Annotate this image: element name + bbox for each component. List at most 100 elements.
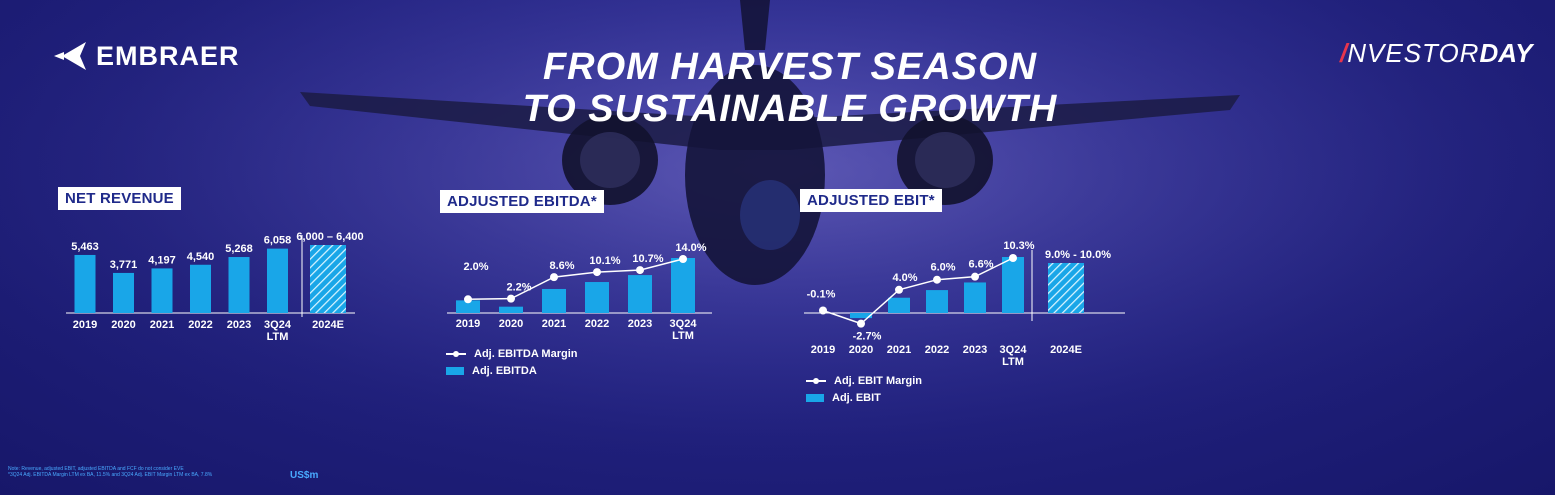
ebitda-margin-label: 2.0% — [463, 261, 488, 273]
ebit-bar — [964, 282, 986, 313]
net-revenue-value-label: 5,463 — [71, 241, 99, 253]
ebitda-bar — [628, 275, 652, 313]
ebitda-bar — [542, 288, 566, 313]
net-revenue-bar — [113, 272, 134, 313]
ebit-margin-label: 6.0% — [930, 262, 955, 274]
net-revenue-bar — [267, 248, 288, 313]
ebit-margin-line — [822, 257, 1014, 325]
ebitda-margin-point — [464, 295, 472, 304]
ebitda-category-label: 2019 — [456, 318, 480, 330]
investor-day-logo: /NVESTORDAY — [1340, 38, 1532, 69]
net-revenue-value-label: 5,268 — [225, 243, 253, 255]
ebit-category-label: 2022 — [925, 344, 949, 356]
ebit-bar — [888, 297, 910, 313]
legend-label: Adj. EBIT Margin — [834, 375, 922, 387]
ebit-forecast-bar — [1048, 263, 1084, 313]
ebitda-margin-point — [593, 268, 601, 277]
ebit-margin-point — [933, 275, 941, 284]
ebit-margin-label: -0.1% — [807, 289, 836, 301]
ebit-forecast-label: 9.0% - 10.0% — [1045, 249, 1111, 261]
net-revenue-value-label: 3,771 — [110, 259, 138, 271]
net-revenue-value-label: 4,540 — [187, 251, 215, 263]
embraer-arrow-icon — [54, 42, 86, 70]
ebitda-margin-label: 10.1% — [589, 255, 620, 267]
brand-name: EMBRAER — [96, 40, 240, 71]
ebit-category-label: 2023 — [963, 344, 987, 356]
ebitda-category-label-line2: LTM — [672, 330, 694, 342]
net-revenue-value-label: 4,197 — [148, 254, 176, 266]
net-revenue-bar — [74, 254, 96, 313]
ebit-margin-label: 4.0% — [892, 272, 917, 284]
net-revenue-value-label: 6,058 — [264, 235, 292, 247]
line-marker-icon — [806, 378, 826, 384]
net-revenue-title: NET REVENUE — [58, 187, 181, 210]
ebitda-category-label: 2021 — [542, 318, 566, 330]
footnote: Note: Revenue, adjusted EBIT, adjusted E… — [8, 466, 212, 478]
ebitda-category-label: 2020 — [499, 318, 523, 330]
ebitda-legend-margin: Adj. EBITDA Margin — [446, 348, 577, 360]
ebit-bar — [926, 290, 948, 313]
ebit-margin-point — [819, 306, 827, 315]
ebitda-category-label: 3Q24 — [670, 318, 698, 330]
headline-line-1: FROM HARVEST SEASON — [542, 46, 1038, 88]
net-revenue-category-label: 2020 — [111, 319, 135, 331]
net-revenue-category-label: 2019 — [73, 319, 97, 331]
ebitda-margin-label: 10.7% — [632, 253, 663, 265]
legend-label: Adj. EBIT — [832, 392, 881, 404]
ebit-legend-margin: Adj. EBIT Margin — [806, 375, 922, 387]
ebitda-margin-point — [507, 294, 515, 303]
legend-label: Adj. EBITDA Margin — [474, 348, 578, 360]
bar-marker-icon — [446, 367, 464, 375]
ebitda-category-label: 2023 — [628, 318, 652, 330]
net-revenue-category-label-line2: LTM — [267, 331, 289, 343]
line-marker-icon — [446, 351, 466, 357]
net-revenue-forecast-bar — [310, 245, 346, 313]
ebitda-legend-bar: Adj. EBITDA — [446, 365, 537, 377]
net-revenue-bar — [228, 257, 250, 313]
page-headline: FROM HARVEST SEASON TO SUSTAINABLE GROWT… — [480, 46, 1100, 130]
ebit-category-label: 3Q24 — [1000, 344, 1028, 356]
net-revenue-category-label: 2022 — [188, 319, 212, 331]
ebitda-margin-label: 8.6% — [549, 260, 574, 272]
ebitda-bar — [585, 282, 609, 313]
ebitda-margin-label: 2.2% — [506, 282, 531, 294]
currency-unit: US$m — [290, 470, 319, 481]
ebit-legend-bar: Adj. EBIT — [806, 392, 881, 404]
net-revenue-category-label: 2021 — [150, 319, 174, 331]
ebit-margin-point — [1009, 254, 1017, 262]
net-revenue-bar — [190, 264, 211, 313]
ebit-margin-label: 6.6% — [968, 259, 993, 271]
ebitda-bar — [499, 306, 523, 313]
adjusted-ebit-title: ADJUSTED EBIT* — [800, 189, 942, 212]
ebit-margin-label: 10.3% — [1003, 240, 1034, 252]
ebit-category-label-line2: LTM — [1002, 356, 1024, 368]
ebitda-margin-point — [679, 255, 687, 263]
adjusted-ebitda-title: ADJUSTED EBITDA* — [440, 190, 604, 213]
ebit-margin-point — [971, 272, 979, 281]
investor-day-i-mark-icon: / — [1340, 38, 1348, 68]
ebitda-category-label: 2022 — [585, 318, 609, 330]
ebit-category-label: 2020 — [849, 344, 873, 356]
footnote-line-1: Note: Revenue, adjusted EBIT, adjusted E… — [8, 466, 184, 472]
net-revenue-forecast-category: 2024E — [312, 319, 344, 331]
ebit-category-label: 2021 — [887, 344, 911, 356]
investor-label: NVESTOR — [1347, 38, 1480, 68]
ebit-forecast-category: 2024E — [1050, 344, 1082, 356]
footnote-line-2: *3Q24 Adj. EBITDA Margin LTM ex BA, 11.5… — [8, 472, 213, 478]
embraer-logo: EMBRAER — [50, 38, 240, 74]
ebit-margin-point — [895, 285, 903, 294]
net-revenue-bar — [151, 268, 173, 313]
ebitda-margin-label: 14.0% — [675, 242, 706, 254]
net-revenue-category-label: 2023 — [227, 319, 251, 331]
legend-label: Adj. EBITDA — [472, 365, 537, 377]
ebit-bar — [850, 313, 872, 319]
ebit-margin-point — [857, 319, 865, 328]
headline-line-2: TO SUSTAINABLE GROWTH — [522, 88, 1058, 130]
ebitda-margin-line — [467, 258, 684, 301]
ebitda-margin-point — [636, 266, 644, 275]
net-revenue-forecast-label: 6,000 – 6,400 — [296, 231, 363, 243]
bar-marker-icon — [806, 394, 824, 402]
ebitda-bar — [671, 258, 695, 313]
ebit-bar — [1002, 257, 1024, 313]
